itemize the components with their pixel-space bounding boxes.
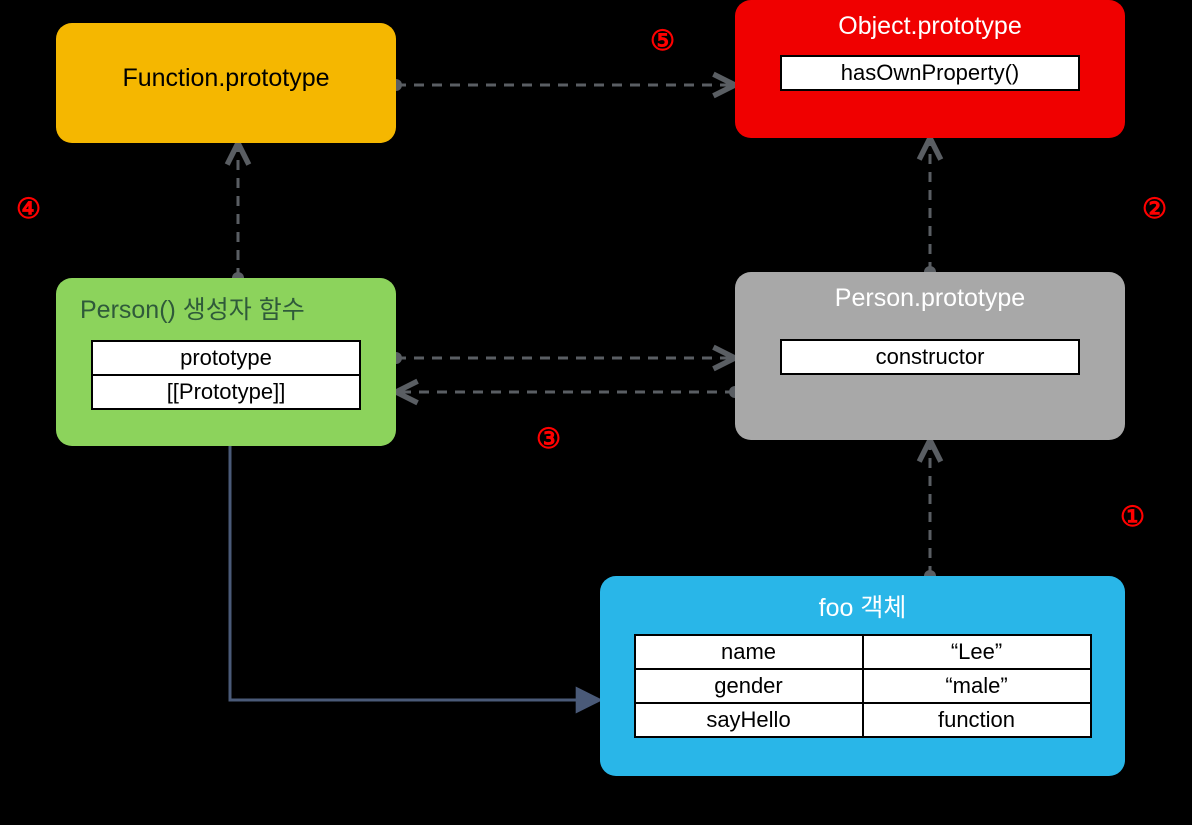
badge-5: ⑤ xyxy=(650,24,675,57)
cell-prototype: prototype xyxy=(91,340,361,376)
table-row: name “Lee” xyxy=(634,636,1092,670)
node-title: foo 객체 xyxy=(819,588,907,624)
cell-has-own-property: hasOwnProperty() xyxy=(780,55,1080,91)
badge-1: ① xyxy=(1120,500,1145,533)
node-title: Person() 생성자 함수 xyxy=(70,290,305,326)
cell-constructor: constructor xyxy=(780,339,1080,375)
cell-val: “male” xyxy=(862,668,1092,704)
node-title: Object.prototype xyxy=(838,12,1021,41)
node-person-constructor: Person() 생성자 함수 prototype [[Prototype]] xyxy=(56,278,396,446)
diagram-canvas: Function.prototype Object.prototype hasO… xyxy=(0,0,1192,825)
badge-3: ③ xyxy=(536,422,561,455)
cell-val: function xyxy=(862,702,1092,738)
cell-key: gender xyxy=(634,668,864,704)
cell-key: sayHello xyxy=(634,702,864,738)
node-object-prototype: Object.prototype hasOwnProperty() xyxy=(735,0,1125,138)
edge-solid xyxy=(230,446,600,700)
badge-2: ② xyxy=(1142,192,1167,225)
table-row: sayHello function xyxy=(634,704,1092,738)
cell-key: name xyxy=(634,634,864,670)
node-title: Person.prototype xyxy=(835,284,1025,313)
table-row: gender “male” xyxy=(634,670,1092,704)
cell-val: “Lee” xyxy=(862,634,1092,670)
node-function-prototype: Function.prototype xyxy=(56,23,396,143)
node-person-prototype: Person.prototype constructor xyxy=(735,272,1125,440)
node-foo-object: foo 객체 name “Lee” gender “male” sayHello… xyxy=(600,576,1125,776)
node-title: Function.prototype xyxy=(122,64,329,93)
cell-proto-internal: [[Prototype]] xyxy=(91,374,361,410)
badge-4: ④ xyxy=(16,192,41,225)
